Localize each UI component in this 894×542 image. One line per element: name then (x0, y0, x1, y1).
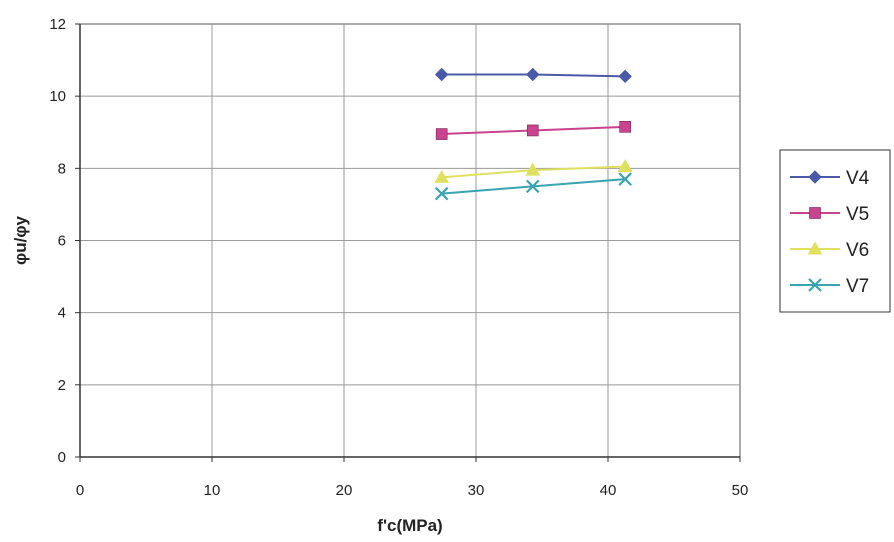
data-point-v7 (525, 179, 540, 194)
x-tick-label: 40 (600, 482, 617, 499)
y-tick-label: 10 (49, 88, 66, 105)
legend-item-v5: V5 (790, 204, 869, 225)
data-point-v6 (617, 159, 633, 173)
legend-marker-v6 (807, 241, 823, 255)
series-v7 (434, 172, 632, 201)
x-tick-labels: 0 10 20 30 40 50 (76, 482, 749, 499)
gridlines (80, 24, 740, 457)
x-marker-stroke (525, 179, 540, 194)
series-group (434, 67, 633, 201)
legend-item-v6: V6 (790, 240, 869, 261)
series-v4 (434, 67, 632, 84)
x-axis-label: f'c(MPa) (377, 516, 442, 535)
data-point-v5 (619, 121, 631, 133)
x-tick-label: 0 (76, 482, 84, 499)
y-tick-label: 8 (58, 160, 66, 177)
legend: V4 V5 V6 V7 (779, 149, 891, 313)
data-point-v4 (618, 69, 632, 84)
x-tick-label: 20 (336, 482, 353, 499)
series-v5 (435, 121, 631, 140)
y-axis-label: φu/φy (11, 216, 30, 265)
y-tick-label: 4 (58, 305, 66, 322)
x-marker-stroke (434, 186, 449, 201)
data-point-v7 (434, 186, 449, 201)
y-tick-label: 0 (58, 449, 66, 466)
legend-box (779, 149, 891, 313)
y-tick-label: 12 (49, 16, 66, 33)
legend-label-v5: V5 (846, 204, 869, 225)
series-v6 (434, 159, 633, 183)
x-tick-label: 10 (204, 482, 221, 499)
legend-label-v6: V6 (846, 240, 869, 261)
legend-label-v4: V4 (846, 168, 870, 189)
axes (75, 23, 741, 462)
x-marker-stroke (808, 278, 822, 292)
data-point-v4 (434, 67, 449, 82)
x-tick-label: 50 (732, 482, 749, 499)
legend-marker-v4 (808, 170, 822, 184)
data-point-v7 (618, 172, 632, 186)
y-tick-label: 2 (58, 377, 66, 394)
x-marker-stroke (618, 172, 632, 186)
data-point-v5 (526, 124, 539, 137)
data-point-v6 (525, 162, 541, 176)
legend-item-v7: V7 (790, 276, 869, 297)
legend-label-v7: V7 (846, 276, 869, 297)
legend-marker-v5 (809, 207, 821, 219)
x-tick-label: 30 (468, 482, 485, 499)
y-tick-labels: 0 2 4 6 8 10 12 (49, 16, 66, 466)
data-point-v5 (435, 128, 448, 140)
data-point-v6 (434, 169, 450, 183)
y-tick-label: 6 (58, 233, 66, 250)
data-point-v4 (526, 67, 540, 82)
legend-marker-v7 (808, 278, 822, 292)
legend-item-v4: V4 (790, 168, 870, 189)
